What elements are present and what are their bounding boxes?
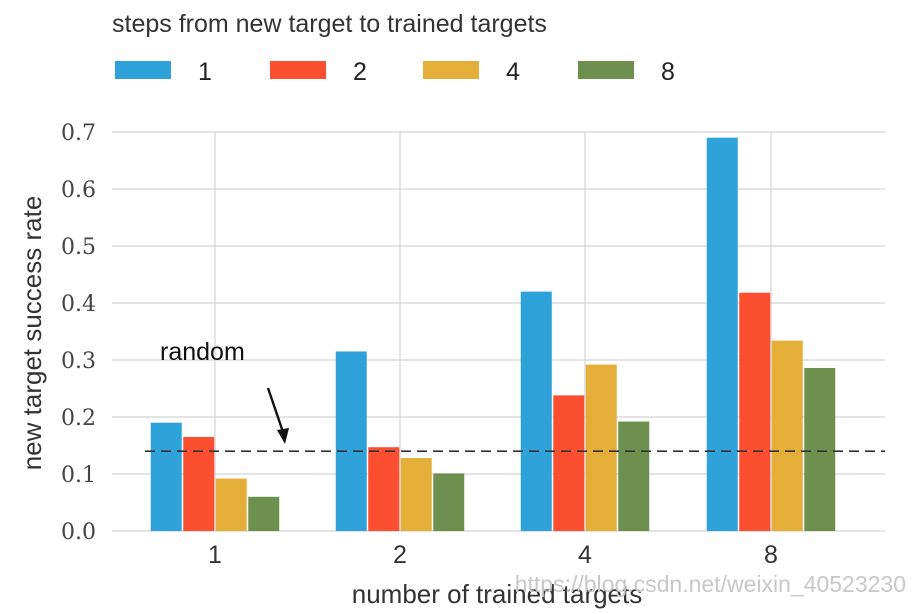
y-tick-label: 0.2 (61, 406, 96, 431)
legend-swatch-4 (423, 61, 479, 79)
bars (150, 137, 836, 531)
legend-title: steps from new target to trained targets (112, 10, 547, 38)
watermark: https://blog.csdn.net/weixin_40523230 (515, 571, 906, 597)
x-tick-label: 4 (578, 541, 592, 569)
bar-4-series-8 (618, 421, 650, 531)
x-tick-label: 2 (393, 541, 407, 569)
legend-label-8: 8 (661, 58, 675, 86)
legend-swatch-8 (578, 61, 634, 79)
annotation-arrow (266, 387, 289, 444)
y-tick-label: 0.1 (61, 463, 96, 488)
bar-4-series-4 (585, 364, 617, 531)
x-tick-label: 1 (208, 541, 222, 569)
y-tick-label: 0.3 (61, 349, 96, 374)
bar-4-series-1 (520, 291, 552, 531)
legend-swatch-2 (270, 61, 326, 79)
bar-1-series-1 (150, 422, 182, 531)
bar-2-series-8 (433, 473, 465, 531)
bar-2-series-4 (400, 458, 432, 531)
legend-label-2: 2 (353, 58, 367, 86)
x-axis-label: number of trained targets (352, 579, 643, 609)
legend-label-4: 4 (506, 58, 520, 86)
legend: 1 2 4 8 (115, 58, 675, 86)
bar-4-series-2 (553, 395, 585, 531)
grid-lines (112, 131, 885, 532)
y-tick-label: 0.0 (61, 520, 96, 545)
bar-8-series-8 (804, 367, 836, 531)
bar-8-series-4 (771, 340, 803, 531)
legend-label-1: 1 (198, 58, 212, 86)
bar-8-series-1 (706, 137, 738, 531)
y-tick-label: 0.4 (61, 292, 96, 317)
y-tick-labels: 0.0 0.1 0.2 0.3 0.4 0.5 0.6 0.7 (61, 121, 96, 545)
legend-swatch-1 (115, 61, 171, 79)
y-tick-label: 0.6 (61, 178, 96, 203)
random-annotation: random (160, 338, 245, 366)
y-axis-label: new target success rate (17, 196, 47, 471)
bar-1-series-4 (215, 478, 247, 531)
y-tick-label: 0.7 (61, 121, 96, 146)
bar-1-series-8 (248, 496, 280, 531)
x-tick-labels: 1 2 4 8 (208, 541, 778, 569)
y-tick-label: 0.5 (61, 235, 96, 260)
x-tick-label: 8 (764, 541, 778, 569)
bar-1-series-2 (183, 436, 215, 531)
bar-2-series-1 (335, 351, 367, 531)
bar-8-series-2 (739, 292, 771, 531)
bar-2-series-2 (368, 447, 400, 531)
